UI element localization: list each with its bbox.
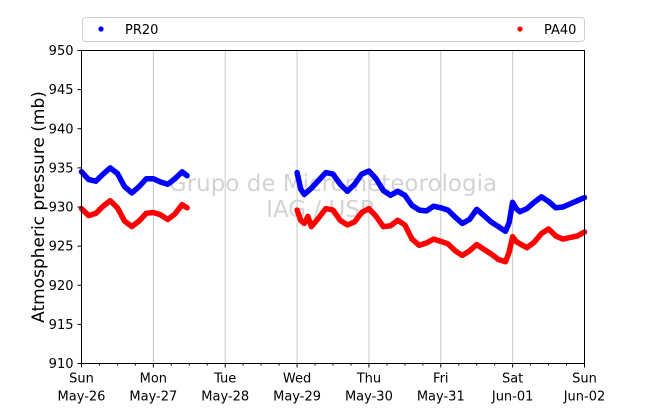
x-tick-label-date: May-30 [345,390,393,405]
y-axis-label: Atmospheric pressure (mb) [29,91,49,323]
y-tick-label: 910 [49,357,74,372]
series-line-pa40 [78,197,190,230]
x-tick-label-day: Sun [572,372,597,387]
legend-marker-pa40 [517,26,523,32]
x-tick-label-date: May-27 [129,390,177,405]
legend: PR20 PA40 [82,17,585,42]
series-layer [78,165,588,265]
y-tick-label: 945 [49,83,74,98]
x-tick-label-day: Wed [283,372,311,387]
x-tick-label-day: Thu [356,372,381,387]
y-tick-label: 925 [49,240,74,255]
x-tick-label-day: Tue [213,372,236,387]
x-tick-label-day: Sat [502,372,523,387]
x-tick-label-date: May-31 [417,390,465,405]
series-pr20 [78,165,588,235]
x-tick-label-day: Fri [433,372,449,387]
legend-label-pa40: PA40 [544,23,576,38]
legend-frame [82,17,585,42]
y-tick-label: 915 [49,318,74,333]
series-line-pa40 [294,205,588,265]
series-line-pr20 [78,165,190,196]
y-tick-label: 930 [49,201,74,216]
y-axis: 910 915 920 925 930 935 940 945 950 [49,44,82,372]
y-tick-label: 920 [49,279,74,294]
legend-label-pr20: PR20 [125,23,158,38]
y-tick-label: 950 [49,44,74,59]
x-tick-label-date: Jun-02 [563,390,606,405]
y-tick-label: 940 [49,122,74,137]
x-tick-label-date: May-28 [201,390,249,405]
y-tick-label: 935 [49,161,74,176]
series-line-pr20 [294,168,588,235]
legend-marker-pr20 [98,26,104,32]
x-tick-label-day: Sun [69,372,94,387]
x-tick-label-day: Mon [140,372,167,387]
series-pa40 [78,197,588,265]
x-axis: Sun May-26 Mon May-27 Tue May-28 Wed May-29 Thu M… [58,363,606,405]
x-tick-label-date: Jun-01 [491,390,534,405]
x-tick-label-date: May-29 [273,390,321,405]
x-tick-label-date: May-26 [58,390,106,405]
